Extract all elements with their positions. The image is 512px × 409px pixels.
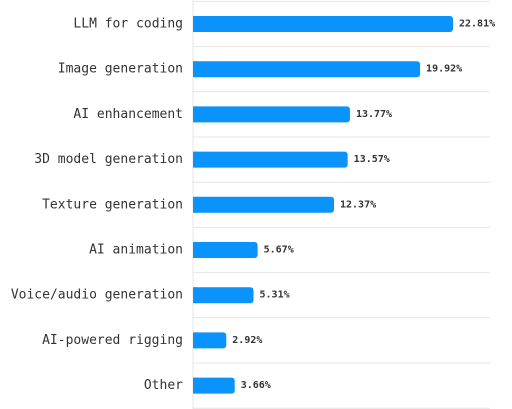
bar: [193, 332, 227, 349]
bar: [193, 377, 235, 394]
bar: [193, 196, 334, 213]
value-label: 3.66%: [241, 380, 271, 391]
category-label: Other: [144, 378, 183, 393]
category-label: Voice/audio generation: [11, 288, 183, 303]
value-label: 12.37%: [340, 199, 376, 210]
bar-base: [193, 377, 197, 394]
category-label: AI-powered rigging: [42, 333, 183, 348]
bar: [193, 287, 254, 304]
category-label: Texture generation: [42, 197, 183, 212]
bar: [193, 16, 453, 32]
bar-base: [193, 16, 197, 32]
value-label: 5.31%: [260, 290, 290, 301]
value-labels: 22.81% 19.92% 13.77% 13.57% 12.37% 5.67% 5.31%…: [232, 19, 495, 392]
bar: [193, 242, 258, 258]
bars: [193, 16, 453, 394]
bar-base: [193, 106, 197, 123]
value-label: 22.81%: [459, 19, 495, 30]
bar-base: [193, 332, 197, 349]
category-labels: LLM for coding Image generation AI enhance…: [11, 17, 183, 394]
category-label: LLM for coding: [73, 17, 183, 32]
value-label: 2.92%: [232, 335, 262, 346]
category-label: Image generation: [58, 62, 183, 77]
bar: [193, 151, 348, 168]
bar-base: [193, 151, 197, 168]
value-label: 19.92%: [426, 64, 462, 75]
bar-base: [193, 196, 197, 213]
grid-lines: [192, 0, 490, 409]
category-label: AI animation: [89, 243, 183, 258]
value-label: 13.57%: [354, 154, 390, 165]
bar: [193, 106, 350, 123]
bar-base: [193, 61, 197, 78]
category-label: AI enhancement: [73, 107, 183, 122]
bar-base: [193, 242, 197, 258]
bar: [193, 61, 421, 78]
value-label: 13.77%: [356, 109, 392, 120]
value-label: 5.67%: [264, 245, 294, 256]
bar-base: [193, 287, 197, 304]
category-label: 3D model generation: [34, 152, 183, 167]
